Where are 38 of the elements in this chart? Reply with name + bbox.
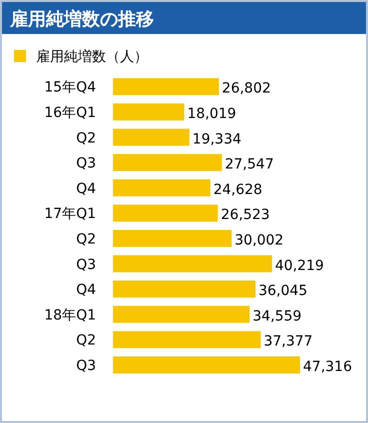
bar [113,255,272,272]
bar [113,179,210,196]
y-tick-label: Q4 [76,180,96,197]
y-tick-label: Q2 [76,130,96,146]
y-tick-label: Q3 [76,256,96,273]
y-tick-label: Q2 [76,332,96,349]
y-tick-label: 17年Q1 [44,206,96,222]
data-label: 18,019 [187,106,236,122]
legend-label: 雇用純増数（人） [36,48,148,65]
y-tick-label: Q3 [76,156,96,172]
data-label: 27,547 [224,156,274,173]
data-label: 34,559 [252,308,302,324]
bar [113,78,219,96]
data-label: 26,523 [220,207,270,224]
bar [113,204,218,222]
bar [113,306,250,323]
bar [113,331,261,348]
data-label: 36,045 [258,283,308,300]
data-label: 26,802 [222,80,271,97]
data-label: 37,377 [264,334,313,350]
chart-title: 雇用純増数の推移 [9,8,154,30]
data-label: 40,219 [274,258,324,274]
data-label: 30,002 [234,232,284,248]
y-tick-label: Q3 [76,358,96,374]
bar [113,356,300,374]
bar [113,230,232,247]
data-label: 47,316 [303,358,352,375]
y-tick-label: 16年Q1 [44,104,96,121]
y-tick-label: 18年Q1 [44,307,96,324]
y-tick-label: Q4 [76,282,96,298]
bar [113,128,190,146]
bar [113,280,256,298]
data-label: 24,628 [213,182,262,198]
y-tick-label: 15年Q4 [44,80,96,96]
data-label: 19,334 [192,131,242,148]
y-tick-label: Q2 [76,231,96,248]
bar [113,103,184,120]
bar [113,154,222,172]
